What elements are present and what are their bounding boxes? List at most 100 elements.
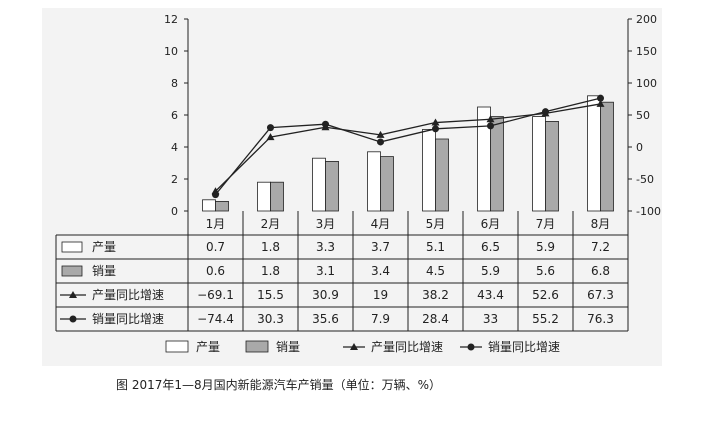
right-tick-label: -50 (636, 173, 654, 186)
table-cell: 0.7 (206, 240, 225, 254)
bar-output (477, 106, 491, 212)
table-cell: 7.9 (371, 312, 390, 326)
bar-sales (270, 181, 284, 212)
bar-sales (380, 156, 394, 212)
sales-growth-point (322, 120, 329, 128)
table-cell: 4.5 (426, 264, 445, 278)
bar-sales (215, 200, 229, 212)
sales-growth-point (212, 191, 219, 199)
category-label: 5月 (426, 217, 446, 231)
table-cell: 0.6 (206, 264, 225, 278)
right-tick-label: -100 (636, 205, 661, 218)
table-cell: 1.8 (261, 264, 280, 278)
bar-sales (600, 101, 614, 212)
sales-growth-point (487, 122, 494, 130)
left-tick-label: 4 (171, 141, 178, 154)
right-tick-label: 100 (636, 77, 657, 90)
sales-growth-point (377, 138, 384, 146)
bar-sales (490, 116, 504, 212)
output-growth-point (431, 118, 440, 126)
bar-output (312, 157, 326, 212)
legend-label: 销量同比增速 (488, 340, 560, 354)
table-cell: 5.1 (426, 240, 445, 254)
sales-growth-line (214, 97, 601, 196)
table-cell: −69.1 (197, 288, 234, 302)
table-cell: 43.4 (477, 288, 504, 302)
bar-sales (325, 160, 339, 212)
sales-growth-point (432, 125, 439, 133)
table-cell: 6.8 (591, 264, 610, 278)
legend-output-icon (165, 340, 189, 353)
category-label: 4月 (371, 217, 391, 231)
category-label: 3月 (316, 217, 336, 231)
category-label: 1月 (206, 217, 226, 231)
table-cell: −74.4 (197, 312, 234, 326)
output-growth-point (486, 115, 495, 123)
table-cell: 3.7 (371, 240, 390, 254)
category-label: 7月 (536, 217, 556, 231)
category-label: 2月 (261, 217, 281, 231)
legend-label: 产量 (196, 340, 220, 354)
right-tick-label: 200 (636, 13, 657, 26)
table-cell: 1.8 (261, 240, 280, 254)
bar-output (532, 116, 546, 212)
table-cell: 3.4 (371, 264, 390, 278)
bar-output (202, 199, 216, 212)
table-cell: 67.3 (587, 288, 614, 302)
table-cell: 76.3 (587, 312, 614, 326)
sales-key-icon (61, 265, 83, 277)
sales-growth-point (542, 108, 549, 116)
left-tick-label: 8 (171, 77, 178, 90)
figure-caption: 图 2017年1—8月国内新能源汽车产销量（单位：万辆、%） (116, 378, 442, 392)
category-label: 8月 (591, 217, 611, 231)
bar-output (257, 181, 271, 212)
right-tick-label: 50 (636, 109, 650, 122)
table-cell: 7.2 (591, 240, 610, 254)
right-tick-label: 0 (636, 141, 643, 154)
output-key-icon (61, 241, 83, 253)
triangle-marker-key-icon (69, 291, 77, 298)
table-cell: 35.6 (312, 312, 339, 326)
left-tick-label: 0 (171, 205, 178, 218)
left-tick-label: 6 (171, 109, 178, 122)
bar-sales (545, 121, 559, 212)
table-cell: 19 (373, 288, 388, 302)
table-cell: 52.6 (532, 288, 559, 302)
table-cell: 55.2 (532, 312, 559, 326)
table-cell: 5.6 (536, 264, 555, 278)
table-row-label: 销量 (92, 264, 116, 278)
table-cell: 5.9 (536, 240, 555, 254)
legend-label: 销量 (276, 340, 300, 354)
left-tick-label: 12 (164, 13, 178, 26)
table-cell: 30.9 (312, 288, 339, 302)
output-growth-point (596, 99, 605, 107)
left-tick-label: 2 (171, 173, 178, 186)
table-cell: 33 (483, 312, 498, 326)
legend-circle-icon (467, 343, 475, 351)
legend-label: 产量同比增速 (371, 340, 443, 354)
table-cell: 28.4 (422, 312, 449, 326)
table-cell: 30.3 (257, 312, 284, 326)
output-growth-point (266, 133, 275, 141)
table-row-label: 产量同比增速 (92, 288, 164, 302)
table-row-label: 产量 (92, 240, 116, 254)
output-growth-point (376, 130, 385, 138)
table-row-label: 销量同比增速 (92, 312, 164, 326)
bar-output (587, 95, 601, 212)
legend-sales-icon (245, 340, 269, 353)
table-cell: 3.3 (316, 240, 335, 254)
right-tick-label: 150 (636, 45, 657, 58)
sales-growth-point (597, 94, 604, 102)
table-cell: 5.9 (481, 264, 500, 278)
legend-triangle-icon (350, 343, 358, 350)
table-cell: 3.1 (316, 264, 335, 278)
table-cell: 6.5 (481, 240, 500, 254)
category-label: 6月 (481, 217, 501, 231)
sales-growth-point (267, 124, 274, 132)
left-tick-label: 10 (164, 45, 178, 58)
circle-marker-key-icon (69, 315, 77, 323)
bar-output (367, 151, 381, 212)
bar-output (422, 128, 436, 212)
